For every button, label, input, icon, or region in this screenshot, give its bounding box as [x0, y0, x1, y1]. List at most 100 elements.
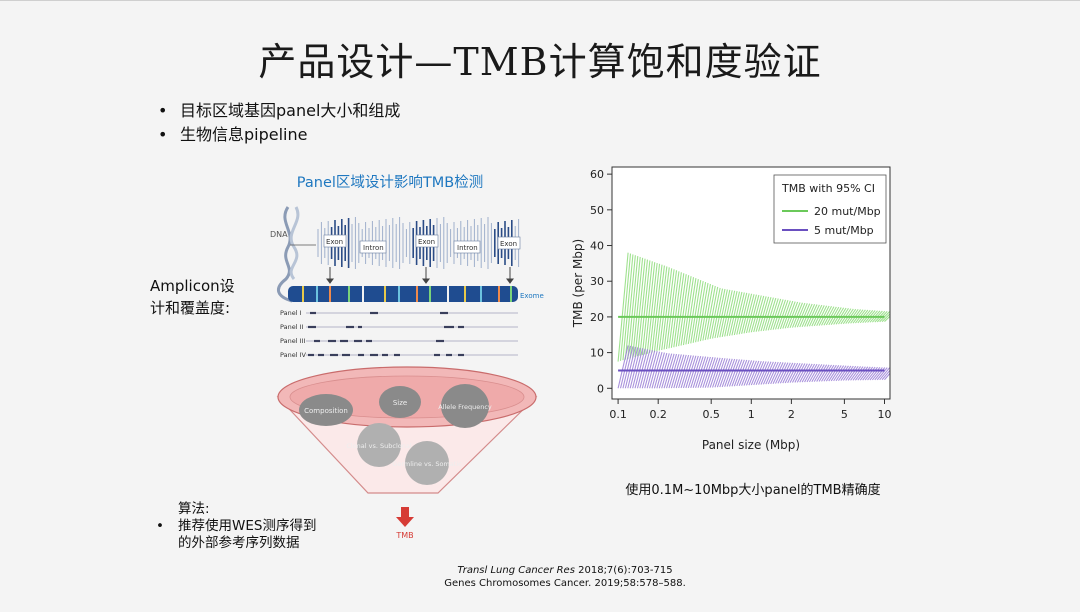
- legend-title: TMB with 95% CI: [781, 182, 875, 195]
- funnel-diagram: Composition Size Allele Frequency Clonal…: [276, 366, 538, 494]
- ci-hatch-0: [636, 259, 649, 357]
- bullet-item: 生物信息pipeline: [158, 123, 400, 147]
- ci-hatch-0: [750, 295, 762, 333]
- amplicon-label-line: Amplicon设: [150, 277, 235, 295]
- ci-hatch-1: [728, 359, 741, 387]
- y-tick-label: 60: [590, 168, 604, 181]
- ci-hatch-0: [774, 299, 787, 330]
- ci-hatch-0: [801, 303, 813, 328]
- x-tick-label: 5: [841, 408, 848, 421]
- ci-hatch-0: [762, 297, 774, 332]
- chart-legend: TMB with 95% CI 20 mut/Mbp 5 mut/Mbp: [773, 174, 887, 244]
- ci-hatch-1: [845, 365, 857, 381]
- ci-hatch-0: [879, 311, 890, 323]
- ci-hatch-1: [682, 355, 695, 389]
- ci-hatch-1: [755, 361, 767, 385]
- ci-hatch-1: [772, 362, 784, 384]
- ci-hatch-1: [721, 358, 733, 388]
- ci-hatch-0: [733, 292, 745, 336]
- ci-hatch-1: [869, 366, 881, 381]
- ci-hatch-1: [690, 355, 702, 389]
- ci-hatch-1: [750, 360, 762, 386]
- ci-hatch-0: [748, 294, 760, 333]
- amplicon-label: Amplicon设 计和覆盖度:: [150, 275, 235, 319]
- ci-hatch-0: [682, 277, 695, 346]
- ci-hatch-0: [741, 293, 753, 334]
- ci-hatch-1: [850, 366, 862, 381]
- ci-hatch-1: [779, 362, 791, 384]
- ci-hatch-0: [823, 306, 835, 326]
- ci-hatch-1: [762, 361, 774, 385]
- ci-hatch-0: [794, 302, 806, 328]
- ci-hatch-1: [733, 359, 745, 387]
- y-tick-label: 10: [590, 347, 604, 360]
- ci-hatch-0: [884, 315, 890, 322]
- ci-hatch-1: [806, 363, 818, 383]
- ci-hatch-1: [842, 365, 854, 381]
- algorithm-line: 的外部参考序列数据: [150, 535, 316, 552]
- ci-hatch-1: [743, 360, 755, 386]
- ci-hatch-1: [811, 364, 823, 383]
- ci-hatch-0: [758, 296, 770, 332]
- ci-hatch-0: [639, 260, 651, 356]
- ci-hatch-0: [818, 305, 830, 326]
- funnel-bubble-label: Clonal vs. Subclonal: [346, 442, 411, 450]
- ci-hatch-0: [670, 272, 682, 348]
- ci-hatch-1: [641, 350, 653, 389]
- ci-hatch-0: [661, 268, 673, 351]
- ci-hatch-1: [777, 362, 789, 384]
- ci-hatch-0: [804, 304, 816, 327]
- ci-hatch-0: [644, 262, 656, 355]
- ci-hatch-1: [731, 359, 743, 387]
- ci-hatch-0: [678, 275, 690, 347]
- x-tick-label: 0.1: [609, 408, 627, 421]
- ci-hatch-1: [738, 359, 750, 387]
- ci-hatch-0: [712, 288, 724, 339]
- ci-hatch-0: [816, 305, 828, 326]
- ci-hatch-1: [840, 365, 852, 381]
- ci-hatch-1: [787, 362, 799, 384]
- funnel-bubble-label: Allele Frequency: [438, 403, 492, 411]
- ci-hatch-1: [634, 348, 646, 389]
- ci-hatch-1: [724, 358, 736, 387]
- ci-hatch-1: [758, 361, 770, 385]
- ci-hatch-1: [825, 364, 837, 382]
- gene-stripes: [317, 217, 520, 269]
- ci-hatch-1: [847, 366, 859, 381]
- ci-hatch-1: [695, 356, 707, 388]
- panel-figure-caption: Panel区域设计影响TMB检测: [296, 175, 484, 191]
- slide-title: 产品设计—TMB计算饱和度验证: [258, 40, 822, 84]
- ci-hatch-1: [775, 362, 787, 384]
- ci-hatch-1: [884, 372, 890, 381]
- dna-helix-icon: [277, 206, 300, 303]
- ci-hatch-0: [699, 283, 711, 342]
- ci-hatch-0: [665, 270, 678, 349]
- ci-hatch-1: [801, 363, 813, 383]
- ci-hatch-1: [784, 362, 796, 384]
- funnel-bubble-label: Size: [393, 399, 407, 407]
- ci-hatch-0: [728, 291, 741, 336]
- ci-hatch-0: [784, 301, 796, 329]
- ci-hatch-1: [767, 361, 779, 385]
- ci-hatch-1: [782, 362, 794, 384]
- ci-hatch-0: [760, 297, 772, 332]
- ci-hatch-1: [707, 357, 719, 388]
- ci-hatch-1: [876, 367, 888, 381]
- ci-hatch-1: [745, 360, 757, 386]
- ci-hatch-0: [714, 288, 726, 339]
- ci-hatch-1: [636, 349, 649, 389]
- ci-hatch-1: [881, 369, 890, 381]
- algorithm-line: • 推荐使用WES测序得到: [156, 518, 317, 534]
- ci-hatch-1: [828, 365, 840, 382]
- ci-hatch-0: [808, 304, 820, 327]
- ci-hatch-0: [702, 284, 714, 341]
- ci-hatch-1: [704, 357, 716, 388]
- ci-hatch-0: [799, 303, 811, 328]
- gene-label: Exon: [500, 240, 517, 248]
- ci-hatch-0: [813, 305, 825, 327]
- ci-hatch-0: [658, 267, 670, 351]
- ci-hatch-0: [685, 278, 697, 345]
- tmb-down-arrow-icon: [396, 507, 414, 527]
- ci-hatch-1: [699, 356, 711, 388]
- ci-hatch-1: [748, 360, 760, 386]
